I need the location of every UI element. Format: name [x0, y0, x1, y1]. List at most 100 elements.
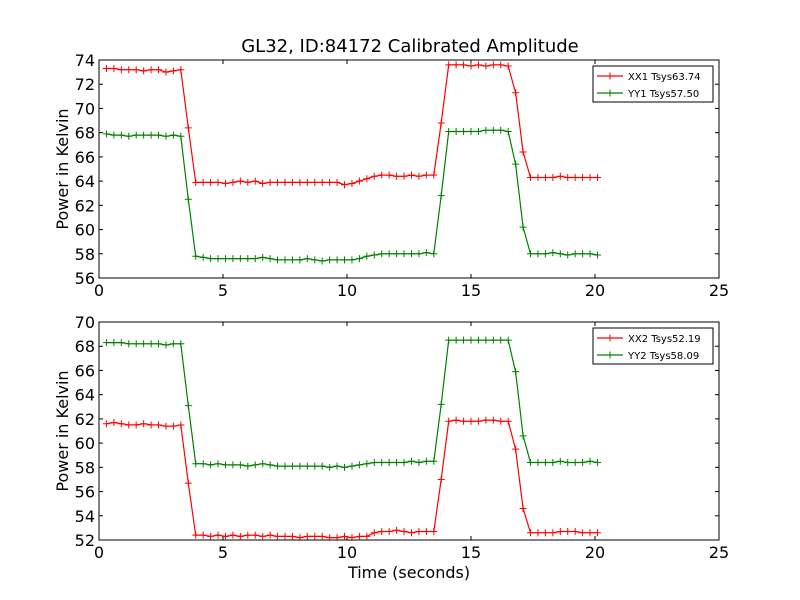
data-point-marker	[281, 178, 289, 186]
data-point-marker	[363, 532, 371, 540]
data-point-marker	[593, 529, 601, 537]
data-point-marker	[177, 340, 185, 348]
data-point-marker	[437, 119, 445, 127]
data-point-marker	[192, 460, 200, 468]
data-point-marker	[534, 529, 542, 537]
data-point-marker	[370, 529, 378, 537]
data-point-marker	[132, 131, 140, 139]
data-point-marker	[229, 255, 237, 263]
data-point-marker	[229, 178, 237, 186]
data-point-marker	[586, 173, 594, 181]
data-point-marker	[266, 531, 274, 539]
data-point-marker	[326, 534, 334, 542]
data-point-marker	[593, 458, 601, 466]
data-point-marker	[177, 421, 185, 429]
data-point-marker	[296, 462, 304, 470]
data-point-marker	[288, 462, 296, 470]
y-tick-label: 70	[75, 99, 95, 118]
data-point-marker	[474, 336, 482, 344]
y-axis-label: Power in Kelvin	[53, 108, 72, 229]
y-tick-label: 58	[75, 458, 95, 477]
chart-title: GL32, ID:84172 Calibrated Amplitude	[241, 36, 579, 57]
data-point-marker	[259, 253, 267, 261]
data-point-marker	[348, 180, 356, 188]
data-point-marker	[363, 252, 371, 260]
data-point-marker	[497, 61, 505, 69]
data-point-marker	[489, 61, 497, 69]
data-point-marker	[140, 420, 148, 428]
y-tick-label: 72	[75, 75, 95, 94]
x-tick-label: 15	[461, 281, 481, 300]
data-point-marker	[460, 417, 468, 425]
data-point-marker	[385, 250, 393, 258]
legend-label: XX1 Tsys63.74	[628, 72, 701, 83]
data-point-marker	[541, 173, 549, 181]
data-point-marker	[564, 458, 572, 466]
y-axis-label: Power in Kelvin	[53, 370, 72, 491]
data-point-marker	[102, 339, 110, 347]
data-point-marker	[564, 173, 572, 181]
data-point-marker	[489, 126, 497, 134]
data-point-marker	[541, 250, 549, 258]
data-point-marker	[400, 172, 408, 180]
data-point-marker	[303, 462, 311, 470]
legend-swatch-marker	[606, 72, 614, 80]
y-tick-label: 74	[75, 51, 95, 70]
data-point-marker	[132, 66, 140, 74]
data-point-marker	[556, 528, 564, 536]
data-point-marker	[259, 460, 267, 468]
data-point-marker	[534, 173, 542, 181]
data-point-marker	[504, 417, 512, 425]
data-point-marker	[221, 461, 229, 469]
y-tick-label: 58	[75, 245, 95, 264]
data-point-marker	[460, 127, 468, 135]
y-tick-label: 68	[75, 124, 95, 143]
data-point-marker	[147, 66, 155, 74]
data-point-marker	[556, 457, 564, 465]
data-point-marker	[251, 461, 259, 469]
data-point-marker	[266, 255, 274, 263]
data-point-marker	[207, 461, 215, 469]
data-point-marker	[400, 458, 408, 466]
y-tick-label: 60	[75, 221, 95, 240]
data-point-marker	[162, 132, 170, 140]
data-point-marker	[132, 421, 140, 429]
data-point-marker	[378, 171, 386, 179]
data-point-marker	[251, 177, 259, 185]
data-point-marker	[303, 178, 311, 186]
data-point-marker	[430, 457, 438, 465]
data-point-marker	[452, 416, 460, 424]
data-point-marker	[393, 250, 401, 258]
data-point-marker	[355, 461, 363, 469]
data-point-marker	[467, 336, 475, 344]
data-point-marker	[460, 61, 468, 69]
data-point-marker	[274, 256, 282, 264]
x-tick-label: 25	[709, 281, 729, 300]
data-point-marker	[482, 336, 490, 344]
data-point-marker	[512, 368, 520, 376]
data-point-marker	[147, 131, 155, 139]
data-point-marker	[162, 422, 170, 430]
data-point-marker	[378, 528, 386, 536]
x-axis-label: Time (seconds)	[347, 563, 470, 582]
data-point-marker	[117, 131, 125, 139]
data-point-marker	[512, 89, 520, 97]
y-tick-label: 60	[75, 434, 95, 453]
data-point-marker	[422, 249, 430, 257]
data-point-marker	[199, 531, 207, 539]
data-point-marker	[288, 256, 296, 264]
data-point-marker	[489, 336, 497, 344]
data-point-marker	[259, 180, 267, 188]
data-point-marker	[244, 462, 252, 470]
data-point-marker	[162, 68, 170, 76]
data-point-marker	[244, 531, 252, 539]
data-point-marker	[527, 173, 535, 181]
data-point-marker	[333, 256, 341, 264]
data-point-marker	[393, 458, 401, 466]
data-point-marker	[326, 178, 334, 186]
data-point-marker	[192, 531, 200, 539]
data-point-marker	[571, 250, 579, 258]
data-point-marker	[169, 340, 177, 348]
data-point-marker	[341, 532, 349, 540]
bottom-panel-xx2-yy2: 0 5 10 15 20 25 52 54 56 58 60 62 64 66 68 70 Power in K…	[53, 313, 729, 582]
